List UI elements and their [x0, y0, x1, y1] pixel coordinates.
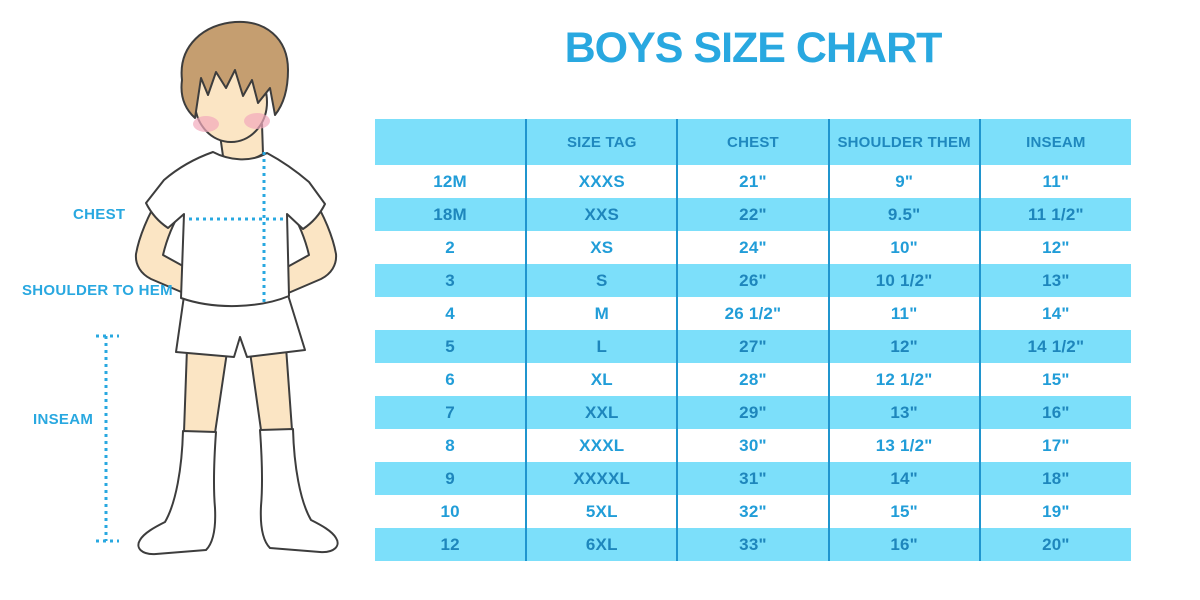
table-cell: 10 [375, 495, 528, 528]
inseam-label: INSEAM [33, 411, 94, 428]
boy-illustration [96, 20, 339, 556]
table-row: 9 XXXXL 31" 14" 18" [375, 462, 1131, 495]
table-cell: 14 1/2" [1027, 336, 1085, 356]
table-cell: 32" [677, 495, 830, 528]
column-header [375, 119, 528, 165]
boy-right-cheek [244, 113, 270, 129]
table-cell: 17" [1042, 435, 1070, 455]
table-cell: 10" [828, 231, 981, 264]
table-cell: 13 1/2" [828, 429, 981, 462]
table-cell: 12 1/2" [828, 363, 981, 396]
column-header: INSEAM [979, 119, 1131, 165]
table-cell: 6 [375, 363, 528, 396]
table-cell: 26" [677, 264, 830, 297]
chest-label: CHEST [73, 206, 126, 223]
table-cell: 11" [828, 297, 981, 330]
table-row: 5 L 27" 12" 14 1/2" [375, 330, 1131, 363]
table-row: 2 XS 24" 10" 12" [375, 231, 1131, 264]
table-cell: 29" [677, 396, 830, 429]
table-cell: 28" [677, 363, 830, 396]
table-cell: 21" [677, 165, 830, 198]
table-cell: 4 [375, 297, 528, 330]
table-row: 4 M 26 1/2" 11" 14" [375, 297, 1131, 330]
table-cell: 14" [1042, 303, 1070, 323]
table-cell: 12M [375, 165, 528, 198]
boy-left-sock [137, 430, 217, 556]
table-cell: 15" [1042, 369, 1070, 389]
boy-right-leg [249, 346, 293, 431]
table-row: 7 XXL 29" 13" 16" [375, 396, 1131, 429]
table-cell: 15" [828, 495, 981, 528]
table-cell: 27" [677, 330, 830, 363]
boy-right-sock [259, 428, 339, 554]
table-row: 6 XL 28" 12 1/2" 15" [375, 363, 1131, 396]
boy-left-cheek [193, 116, 219, 132]
table-cell: 16" [1042, 402, 1070, 422]
table-cell: 22" [677, 198, 830, 231]
table-cell: 18M [375, 198, 528, 231]
table-row: 12M XXXS 21" 9" 11" [375, 165, 1131, 198]
table-cell: 13" [828, 396, 981, 429]
column-header: SIZE TAG [526, 119, 679, 165]
table-cell: 8 [375, 429, 528, 462]
size-table: SIZE TAG CHEST SHOULDER THEM INSEAM 12M XXXS… [375, 119, 1131, 561]
shoulder-to-hem-label: SHOULDER TO HEM [22, 282, 173, 299]
boy-left-leg [183, 347, 228, 434]
table-cell: 18" [1042, 468, 1070, 488]
table-cell: 11 1/2" [1027, 204, 1084, 224]
table-cell: XL [526, 363, 679, 396]
table-cell: 11" [1042, 171, 1070, 191]
table-cell: 12" [828, 330, 981, 363]
table-cell: 19" [1042, 501, 1070, 521]
table-cell: 13" [1042, 270, 1070, 290]
table-cell: 2 [375, 231, 528, 264]
boy-shirt [145, 151, 326, 308]
table-cell: 5 [375, 330, 528, 363]
size-table-header-row: SIZE TAG CHEST SHOULDER THEM INSEAM [375, 119, 1131, 165]
table-cell: 9" [828, 165, 981, 198]
table-cell: 12" [1042, 237, 1070, 257]
table-cell: XXXL [526, 429, 679, 462]
boy-hair [180, 20, 289, 119]
table-cell: 26 1/2" [677, 297, 830, 330]
table-cell: S [526, 264, 679, 297]
table-cell: 7 [375, 396, 528, 429]
table-cell: XS [526, 231, 679, 264]
table-cell: 10 1/2" [828, 264, 981, 297]
size-table-body: 12M XXXS 21" 9" 11" 18M XXS 22" 9.5" 11 1/2" 2 XS 24… [375, 165, 1131, 561]
table-cell: XXL [526, 396, 679, 429]
table-cell: XXXXL [526, 462, 679, 495]
table-row: 12 6XL 33" 16" 20" [375, 528, 1131, 561]
table-cell: 31" [677, 462, 830, 495]
table-cell: 9 [375, 462, 528, 495]
table-cell: 33" [677, 528, 830, 561]
table-cell: L [526, 330, 679, 363]
table-cell: XXXS [526, 165, 679, 198]
table-cell: 6XL [526, 528, 679, 561]
table-cell: M [526, 297, 679, 330]
column-header: CHEST [677, 119, 830, 165]
column-header: SHOULDER THEM [828, 119, 981, 165]
table-cell: 12 [375, 528, 528, 561]
table-cell: 14" [828, 462, 981, 495]
table-cell: 9.5" [828, 198, 981, 231]
table-cell: XXS [526, 198, 679, 231]
table-row: 18M XXS 22" 9.5" 11 1/2" [375, 198, 1131, 231]
table-cell: 20" [1042, 534, 1070, 554]
table-cell: 30" [677, 429, 830, 462]
table-cell: 3 [375, 264, 528, 297]
page-title: BOYS SIZE CHART [564, 24, 943, 72]
table-cell: 16" [828, 528, 981, 561]
table-cell: 5XL [526, 495, 679, 528]
table-cell: 24" [677, 231, 830, 264]
table-row: 8 XXXL 30" 13 1/2" 17" [375, 429, 1131, 462]
table-row: 10 5XL 32" 15" 19" [375, 495, 1131, 528]
table-row: 3 S 26" 10 1/2" 13" [375, 264, 1131, 297]
